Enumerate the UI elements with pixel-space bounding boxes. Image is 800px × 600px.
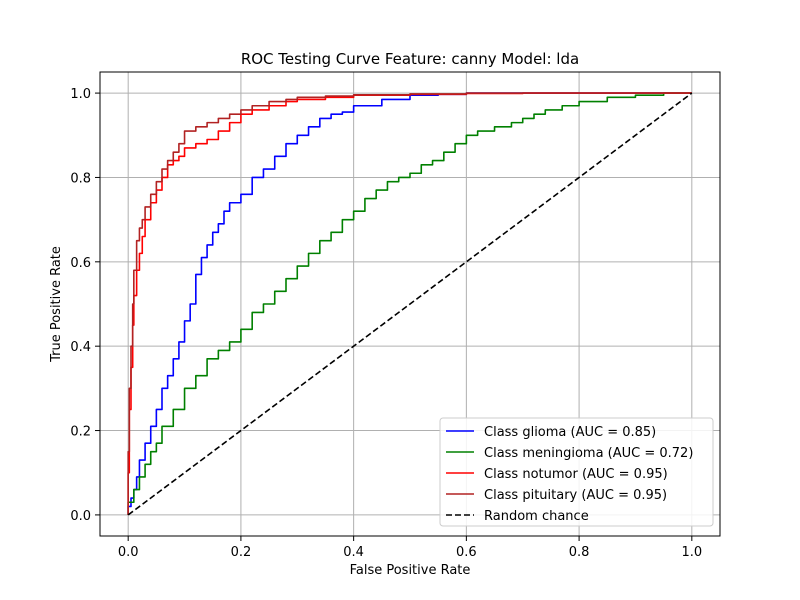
x-tick-label: 0.2 [231, 545, 252, 560]
series-line-0 [127, 92, 692, 515]
x-tick-label: 0.8 [569, 545, 590, 560]
y-tick-label: 0.0 [70, 509, 91, 524]
y-tick-label: 0.8 [70, 171, 91, 186]
y-tick-label: 1.0 [70, 87, 91, 102]
y-tick-label: 0.4 [70, 340, 91, 355]
plot-frame [99, 71, 721, 537]
x-axis-label: False Positive Rate [350, 563, 471, 578]
y-tick-label: 0.6 [70, 256, 91, 271]
legend-box [439, 417, 714, 527]
series-line-2 [127, 92, 692, 515]
y-tick-label: 0.2 [70, 425, 91, 440]
series-layer [127, 92, 693, 516]
series-line-3 [127, 92, 692, 515]
x-tick-label: 0.0 [118, 545, 139, 560]
series-line-4 [127, 92, 693, 516]
legend-label-4: Random chance [484, 509, 589, 524]
x-tick-label: 0.4 [343, 545, 364, 560]
legend: Class glioma (AUC = 0.85) Class meningiom… [439, 417, 714, 527]
y-axis-label: True Positive Rate [49, 246, 64, 363]
x-tick-label: 1.0 [681, 545, 702, 560]
legend-label-0: Class glioma (AUC = 0.85) [484, 425, 656, 440]
legend-label-2: Class notumor (AUC = 0.95) [484, 467, 668, 482]
legend-label-1: Class meningioma (AUC = 0.72) [484, 446, 693, 461]
ticks: 0.0 0.2 0.4 0.6 0.8 1.0 0.0 0.2 0.4 0.6 0.8 1.0 [70, 87, 702, 560]
x-tick-label: 0.6 [456, 545, 477, 560]
series-line-1 [127, 92, 692, 515]
chart-title: ROC Testing Curve Feature: canny Model: … [241, 50, 579, 68]
legend-label-3: Class pituitary (AUC = 0.95) [484, 488, 667, 503]
